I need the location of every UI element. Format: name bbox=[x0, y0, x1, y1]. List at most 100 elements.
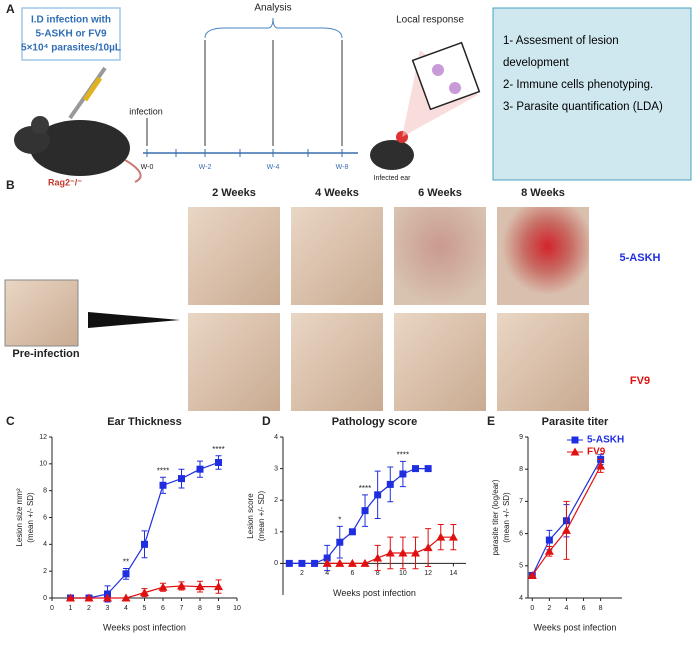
x-tick-label: 4 bbox=[565, 605, 569, 612]
point bbox=[178, 475, 185, 483]
significance: * bbox=[338, 516, 341, 525]
infection-text: 5×10⁴ parasites/10µL bbox=[21, 43, 121, 54]
y-tick-label: 6 bbox=[43, 514, 47, 521]
y-axis-label: Lesion score bbox=[246, 493, 255, 539]
outcomes-list: 1- Assesment of lesion development 2- Im… bbox=[503, 30, 683, 118]
photo bbox=[291, 313, 383, 411]
y-axis-label: (mean +/- SD) bbox=[502, 492, 511, 543]
series-line bbox=[70, 461, 219, 599]
x-tick-label: 2 bbox=[547, 605, 551, 612]
timeline-ticks bbox=[146, 149, 343, 157]
y-tick-label: 4 bbox=[43, 541, 47, 548]
arrow-triangle bbox=[88, 312, 180, 328]
photo bbox=[4, 279, 79, 347]
outcome: 1- Assesment of lesion development bbox=[503, 35, 619, 69]
x-tick-label: 6 bbox=[350, 570, 354, 577]
mouse-tail bbox=[124, 159, 142, 183]
point bbox=[159, 481, 167, 489]
series-line bbox=[531, 465, 602, 576]
x-tick-label: 0 bbox=[530, 605, 534, 612]
x-tick-label: 9 bbox=[217, 605, 221, 612]
point bbox=[177, 581, 186, 590]
column-header: 2 Weeks bbox=[212, 187, 256, 199]
point bbox=[385, 548, 395, 557]
point bbox=[436, 532, 446, 541]
point bbox=[399, 470, 407, 478]
x-tick-label: 4 bbox=[325, 570, 329, 577]
x-tick-label: 12 bbox=[424, 570, 432, 577]
y-tick-label: 1 bbox=[274, 529, 278, 536]
series-line bbox=[531, 459, 602, 576]
y-axis-label: (mean +/- SD) bbox=[257, 490, 266, 541]
significance: **** bbox=[157, 466, 169, 475]
y-tick-label: 12 bbox=[39, 434, 47, 441]
infection-text: 5-ASKH or FV9 bbox=[35, 29, 107, 40]
panel-b-photos bbox=[4, 207, 589, 411]
point bbox=[323, 554, 331, 562]
point bbox=[335, 558, 345, 567]
point bbox=[215, 458, 222, 466]
panel-letter: D bbox=[262, 414, 271, 428]
mouse-ear bbox=[31, 116, 49, 134]
point bbox=[66, 593, 75, 602]
outcomes-box bbox=[492, 7, 692, 181]
x-tick-label: 3 bbox=[106, 605, 110, 612]
cell-inset bbox=[411, 41, 481, 111]
point bbox=[398, 548, 408, 557]
column-header: 6 Weeks bbox=[418, 187, 462, 199]
panel-letter: C bbox=[6, 414, 15, 428]
point bbox=[195, 582, 205, 591]
photo bbox=[394, 207, 486, 305]
x-axis-label: Weeks post infection bbox=[333, 588, 416, 598]
x-axis-label: Weeks post infection bbox=[103, 622, 186, 632]
y-tick-label: 0 bbox=[43, 595, 47, 602]
point bbox=[311, 559, 319, 567]
significance: **** bbox=[212, 445, 224, 454]
x-tick-label: 8 bbox=[198, 605, 202, 612]
point bbox=[544, 546, 554, 555]
cell bbox=[449, 82, 461, 94]
point bbox=[103, 593, 112, 602]
point bbox=[386, 480, 394, 488]
y-tick-label: 0 bbox=[274, 560, 278, 567]
y-axis-label: (mean +/- SD) bbox=[26, 492, 35, 543]
chart-title: Ear Thickness bbox=[107, 416, 182, 428]
panel-letter: A bbox=[6, 2, 15, 16]
pre-infection-label: Pre-infection bbox=[12, 348, 80, 360]
syringe-fill bbox=[82, 76, 103, 102]
point bbox=[361, 507, 369, 515]
point bbox=[448, 532, 458, 541]
chart-title: Pathology score bbox=[332, 416, 418, 428]
analysis-label: Analysis bbox=[254, 3, 291, 14]
point bbox=[570, 447, 580, 456]
x-tick-label: 2 bbox=[87, 605, 91, 612]
point bbox=[374, 491, 382, 499]
point bbox=[121, 593, 131, 602]
timepoint: W-8 bbox=[336, 164, 349, 171]
y-axis-label: parasite titer (log/ear) bbox=[491, 479, 500, 555]
point bbox=[596, 461, 606, 470]
x-tick-label: 4 bbox=[124, 605, 128, 612]
x-tick-label: 8 bbox=[376, 570, 380, 577]
x-tick-label: 1 bbox=[69, 605, 73, 612]
point bbox=[214, 582, 223, 591]
point bbox=[373, 553, 383, 562]
point bbox=[561, 525, 571, 534]
x-tick-label: 5 bbox=[143, 605, 147, 612]
local-response-label: Local response bbox=[396, 15, 464, 26]
chart-title: Parasite titer bbox=[542, 416, 609, 428]
point bbox=[141, 540, 148, 548]
photo bbox=[291, 207, 383, 305]
point bbox=[423, 543, 433, 552]
mouse bbox=[30, 120, 130, 176]
cell bbox=[432, 64, 444, 76]
x-axis-label: Weeks post infection bbox=[534, 622, 617, 632]
photo bbox=[188, 313, 280, 411]
point bbox=[424, 465, 432, 473]
point bbox=[298, 559, 306, 567]
outcome: 2- Immune cells phenotyping. bbox=[503, 79, 654, 91]
point bbox=[84, 593, 94, 602]
strain-label: Rag2⁻/⁻ bbox=[48, 177, 82, 187]
y-tick-label: 10 bbox=[39, 461, 47, 468]
point bbox=[571, 436, 579, 444]
